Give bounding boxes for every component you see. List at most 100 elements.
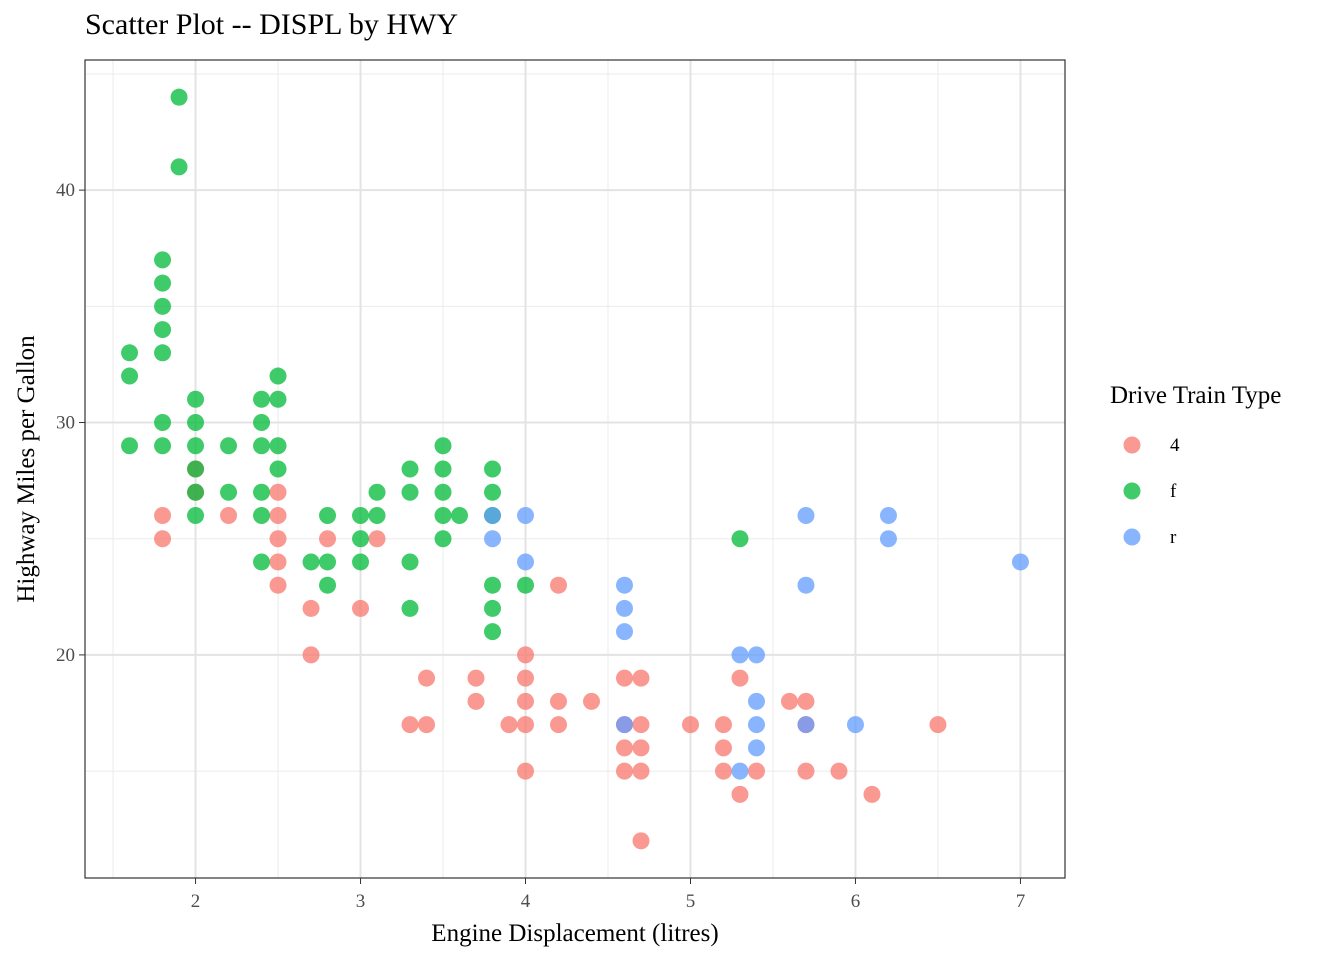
legend-label-r: r (1170, 527, 1177, 548)
data-point-f (154, 251, 172, 269)
data-point-4 (302, 646, 320, 664)
data-point-f (187, 483, 205, 501)
data-point-f (170, 88, 188, 106)
data-point-r (797, 576, 815, 594)
x-tick-label: 4 (521, 891, 531, 912)
data-point-f (121, 367, 139, 385)
data-point-4 (731, 785, 749, 803)
data-point-4 (615, 762, 633, 780)
data-point-f (434, 460, 452, 478)
data-point-f (484, 483, 502, 501)
data-point-4 (418, 716, 436, 734)
y-axis-label: Highway Miles per Gallon (13, 335, 40, 603)
data-point-f (269, 367, 287, 385)
data-point-f (434, 483, 452, 501)
data-point-r (615, 599, 633, 617)
data-point-f (170, 158, 188, 176)
data-point-f (368, 483, 386, 501)
data-point-4 (269, 483, 287, 501)
series-r (484, 506, 1029, 780)
data-point-4 (302, 599, 320, 617)
data-point-4 (714, 762, 732, 780)
data-point-r (747, 646, 765, 664)
data-point-4 (632, 716, 650, 734)
data-point-4 (632, 762, 650, 780)
data-point-r (797, 716, 815, 734)
data-point-f (484, 576, 502, 594)
data-point-4 (500, 716, 518, 734)
data-point-f (434, 437, 452, 455)
data-point-4 (731, 669, 749, 687)
data-point-f (187, 414, 205, 432)
data-point-f (154, 274, 172, 292)
data-point-f (352, 506, 370, 524)
y-tick-label: 30 (56, 413, 75, 434)
data-point-f (368, 506, 386, 524)
plot-panel (85, 60, 1065, 878)
data-point-r (846, 716, 864, 734)
data-point-r (747, 739, 765, 757)
data-point-4 (863, 785, 881, 803)
data-point-4 (615, 739, 633, 757)
data-point-f (220, 483, 238, 501)
data-point-4 (220, 506, 238, 524)
data-point-r (1011, 553, 1029, 571)
data-point-f (253, 390, 271, 408)
data-point-4 (714, 739, 732, 757)
data-point-f (319, 576, 337, 594)
data-point-4 (632, 832, 650, 850)
x-tick-label: 5 (686, 891, 696, 912)
data-point-r (615, 576, 633, 594)
data-point-r (731, 762, 749, 780)
data-point-4 (154, 506, 172, 524)
data-point-f (401, 553, 419, 571)
data-point-4 (632, 669, 650, 687)
data-point-f (220, 437, 238, 455)
data-point-f (401, 599, 419, 617)
data-point-f (121, 437, 139, 455)
plot-border (84, 59, 1066, 879)
data-point-f (319, 553, 337, 571)
data-point-f (187, 437, 205, 455)
legend-key-4 (1123, 436, 1141, 454)
data-point-4 (747, 762, 765, 780)
y-tick-label: 40 (56, 180, 75, 201)
data-point-4 (467, 692, 485, 710)
legend-label-4: 4 (1170, 435, 1180, 456)
data-point-4 (368, 530, 386, 548)
data-point-4 (319, 530, 337, 548)
data-point-r (517, 553, 535, 571)
legend-title: Drive Train Type (1110, 382, 1281, 409)
data-point-r (879, 530, 897, 548)
data-point-f (253, 437, 271, 455)
x-axis-label: Engine Displacement (litres) (431, 920, 718, 947)
data-point-4 (830, 762, 848, 780)
x-tick-label: 7 (1016, 891, 1026, 912)
data-point-f (401, 460, 419, 478)
data-point-f (319, 506, 337, 524)
data-point-f (187, 460, 205, 478)
x-tick-label: 3 (356, 891, 366, 912)
data-point-r (879, 506, 897, 524)
data-point-f (484, 460, 502, 478)
data-point-f (302, 553, 320, 571)
legend-label-f: f (1170, 481, 1177, 502)
data-point-4 (929, 716, 947, 734)
data-point-f (434, 530, 452, 548)
data-point-f (154, 437, 172, 455)
data-point-4 (780, 692, 798, 710)
data-point-f (352, 553, 370, 571)
data-point-f (269, 437, 287, 455)
data-point-4 (550, 716, 568, 734)
data-point-4 (517, 692, 535, 710)
data-point-4 (269, 530, 287, 548)
data-point-f (187, 506, 205, 524)
data-point-r (797, 506, 815, 524)
data-point-4 (582, 692, 600, 710)
x-tick-label: 2 (191, 891, 201, 912)
chart-title: Scatter Plot -- DISPL by HWY (85, 8, 459, 41)
data-point-r (484, 506, 502, 524)
data-point-4 (615, 669, 633, 687)
data-point-f (731, 530, 749, 548)
